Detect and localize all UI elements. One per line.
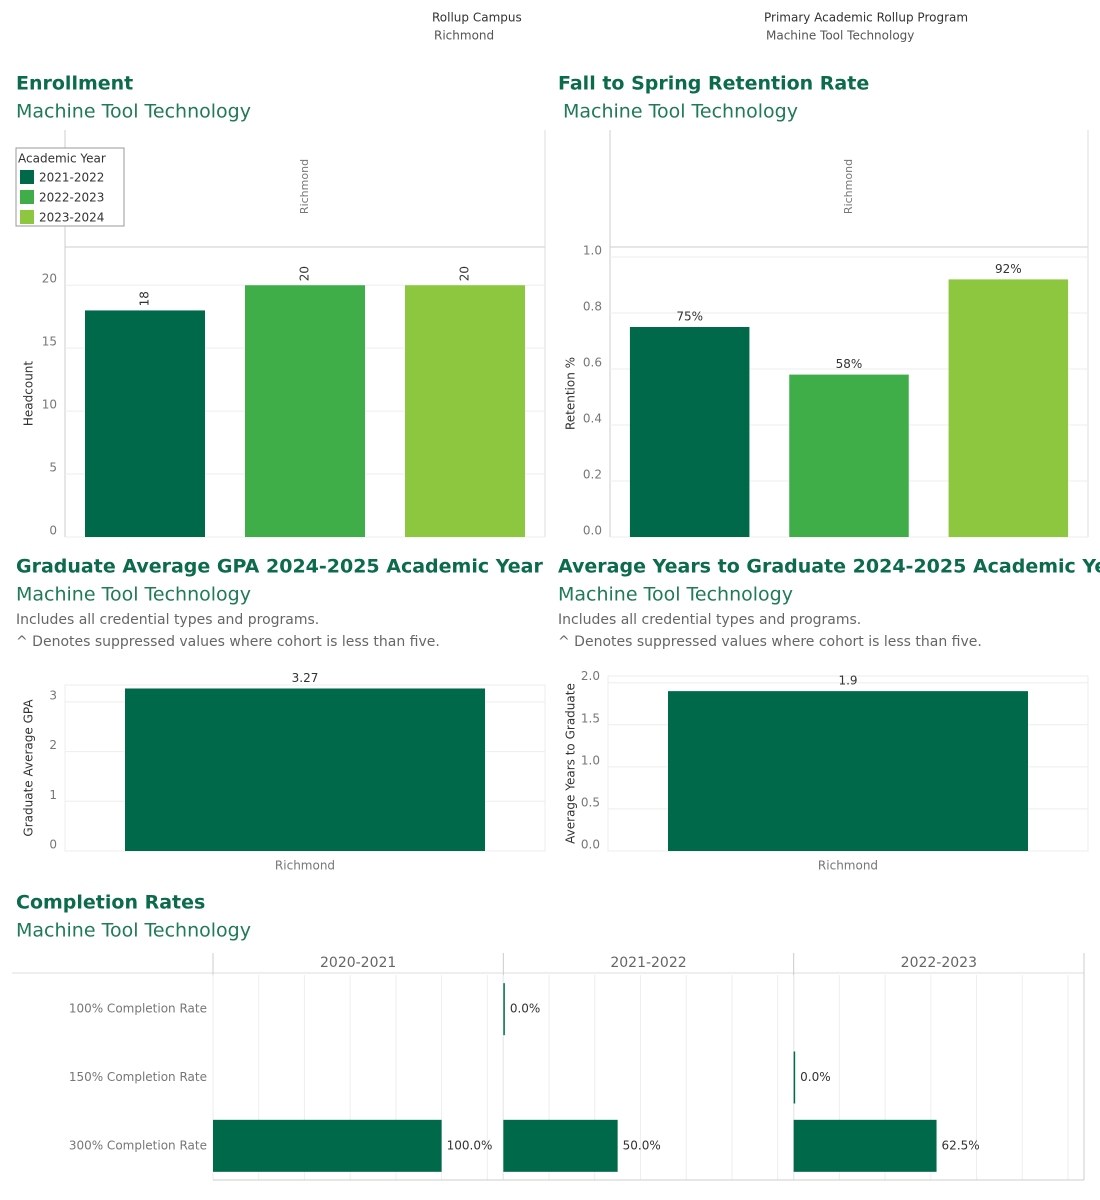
value-label: 62.5%	[942, 1138, 980, 1152]
y-axis-label: Retention %	[564, 357, 578, 430]
legend-label: 2022-2023	[39, 191, 104, 205]
chart-title: Completion Rates	[16, 892, 205, 914]
facet-label: 2020-2021	[320, 955, 396, 971]
note: Includes all credential types and progra…	[16, 612, 319, 628]
value-label: 0.0%	[510, 1002, 541, 1016]
legend-swatch	[20, 190, 34, 204]
value-label: 3.27	[292, 671, 319, 685]
bar	[793, 1119, 937, 1172]
y-tick-label: 3	[49, 688, 57, 702]
row-label: 150% Completion Rate	[69, 1070, 207, 1084]
bar	[629, 327, 750, 537]
chart-title: Average Years to Graduate 2024-2025 Acad…	[558, 556, 1100, 578]
bar	[405, 285, 525, 537]
y-tick-label: 0.0	[583, 524, 602, 538]
y-tick-label: 0.2	[583, 468, 602, 482]
row-label: 300% Completion Rate	[69, 1138, 207, 1152]
bar	[948, 279, 1069, 537]
y-tick-label: 1.0	[583, 244, 602, 258]
facet-label: Richmond	[298, 159, 311, 214]
value-label: 1.9	[838, 674, 857, 688]
value-label: 75%	[676, 310, 703, 324]
bar	[503, 1119, 618, 1172]
y-tick-label: 0.6	[583, 356, 602, 370]
legend-swatch	[20, 170, 34, 184]
bar	[789, 374, 909, 537]
bar	[793, 1051, 796, 1104]
y-tick-label: 0.5	[581, 795, 600, 809]
filter-value[interactable]: Richmond	[434, 29, 494, 43]
legend-title: Academic Year	[18, 152, 106, 166]
y-tick-label: 2	[49, 738, 57, 752]
filter-label: Rollup Campus	[432, 11, 522, 25]
y-tick-label: 0	[49, 838, 57, 852]
legend-label: 2021-2022	[39, 171, 104, 185]
x-tick-label: Richmond	[818, 859, 878, 873]
y-tick-label: 15	[42, 335, 57, 349]
chart-title: Graduate Average GPA 2024-2025 Academic …	[16, 556, 543, 578]
facet-label: Richmond	[842, 159, 855, 214]
value-label: 92%	[995, 262, 1022, 276]
y-tick-label: 1.0	[581, 753, 600, 767]
y-tick-label: 5	[49, 461, 57, 475]
chart-subtitle: Machine Tool Technology	[16, 920, 251, 942]
value-label: 20	[298, 266, 312, 281]
bar	[125, 688, 485, 851]
chart-title: Enrollment	[16, 73, 133, 95]
note: Includes all credential types and progra…	[558, 612, 861, 628]
y-tick-label: 0	[49, 524, 57, 538]
value-label: 20	[458, 266, 472, 281]
chart-subtitle: Machine Tool Technology	[558, 584, 793, 606]
value-label: 50.0%	[623, 1138, 661, 1152]
x-tick-label: Richmond	[275, 859, 335, 873]
legend-label: 2023-2024	[39, 211, 104, 225]
row-label: 100% Completion Rate	[69, 1002, 207, 1016]
bar	[503, 983, 505, 1036]
facet-label: 2021-2022	[610, 955, 686, 971]
chart-subtitle: Machine Tool Technology	[16, 101, 251, 123]
bar	[85, 310, 205, 537]
y-tick-label: 0.8	[583, 300, 602, 314]
value-label: 58%	[836, 357, 863, 371]
value-label: 18	[138, 291, 152, 306]
value-label: 0.0%	[800, 1070, 831, 1084]
y-tick-label: 1	[49, 788, 57, 802]
bar	[213, 1119, 442, 1172]
y-tick-label: 10	[42, 398, 57, 412]
facet-label: 2022-2023	[901, 955, 977, 971]
filter-label: Primary Academic Rollup Program	[764, 11, 968, 25]
note: ^ Denotes suppressed values where cohort…	[16, 634, 440, 650]
y-tick-label: 0.0	[581, 838, 600, 852]
y-tick-label: 2.0	[581, 669, 600, 683]
y-axis-label: Headcount	[22, 361, 36, 427]
chart-title: Fall to Spring Retention Rate	[558, 73, 869, 95]
value-label: 100.0%	[447, 1138, 493, 1152]
y-tick-label: 20	[42, 272, 57, 286]
y-tick-label: 0.4	[583, 412, 602, 426]
chart-subtitle: Machine Tool Technology	[563, 101, 798, 123]
note: ^ Denotes suppressed values where cohort…	[558, 634, 982, 650]
bar	[668, 691, 1028, 851]
legend-swatch	[20, 210, 34, 224]
filter-value[interactable]: Machine Tool Technology	[766, 29, 914, 43]
y-axis-label: Average Years to Graduate	[564, 683, 578, 844]
bar	[245, 285, 365, 537]
chart-subtitle: Machine Tool Technology	[16, 584, 251, 606]
y-axis-label: Graduate Average GPA	[22, 699, 36, 837]
y-tick-label: 1.5	[581, 711, 600, 725]
